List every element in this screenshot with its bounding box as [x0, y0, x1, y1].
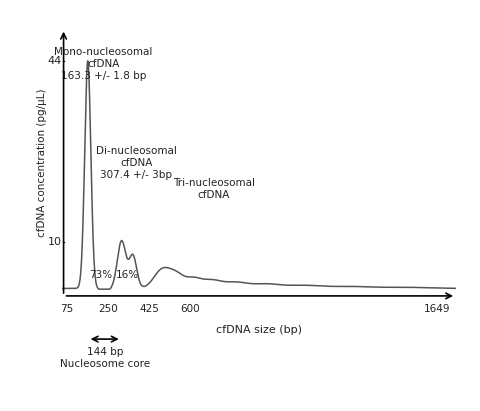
Text: Mono-nucleosomal
cfDNA
163.3 +/- 1.8 bp: Mono-nucleosomal cfDNA 163.3 +/- 1.8 bp: [54, 48, 153, 81]
Text: Di-nucleosomal
cfDNA
307.4 +/- 3bp: Di-nucleosomal cfDNA 307.4 +/- 3bp: [96, 146, 177, 180]
Text: 425: 425: [139, 304, 159, 314]
Text: cfDNA size (bp): cfDNA size (bp): [216, 326, 301, 335]
Text: 144 bp
Nucleosome core: 144 bp Nucleosome core: [60, 347, 150, 369]
Text: 73%: 73%: [89, 270, 112, 280]
Text: 10: 10: [48, 238, 62, 247]
Text: 75: 75: [60, 304, 74, 314]
Text: 1649: 1649: [424, 304, 450, 314]
Text: cfDNA concentration (pg/μL): cfDNA concentration (pg/μL): [37, 88, 48, 237]
Text: Tri-nucleosomal
cfDNA: Tri-nucleosomal cfDNA: [173, 178, 255, 200]
Text: 250: 250: [98, 304, 118, 314]
Text: 600: 600: [180, 304, 200, 314]
Text: 44: 44: [48, 56, 62, 66]
Text: 16%: 16%: [116, 270, 139, 280]
